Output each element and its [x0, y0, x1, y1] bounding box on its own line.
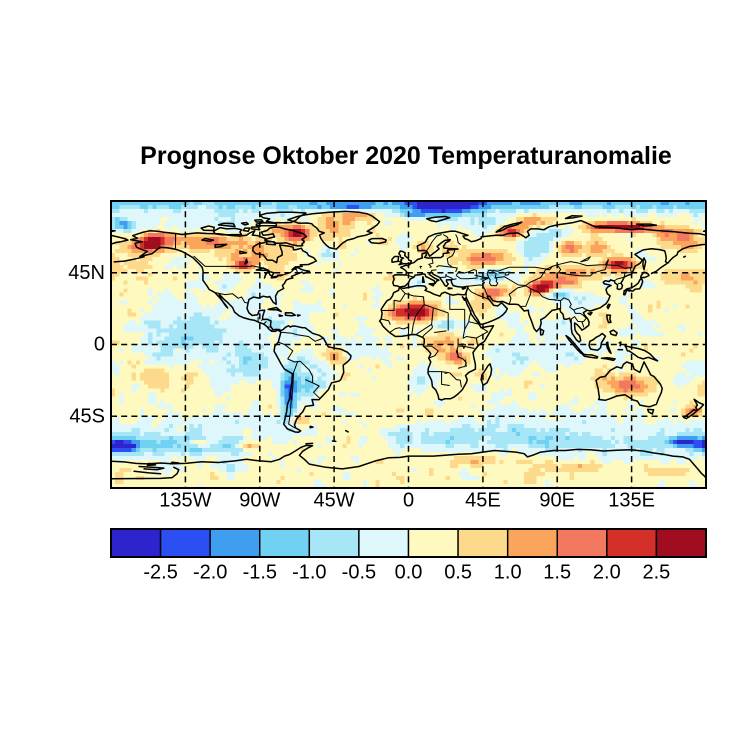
svg-text:45W: 45W	[314, 490, 355, 512]
svg-text:-1.0: -1.0	[292, 562, 326, 584]
svg-text:-1.5: -1.5	[243, 562, 277, 584]
svg-text:-2.0: -2.0	[193, 562, 227, 584]
svg-text:45S: 45S	[69, 405, 105, 427]
svg-text:45N: 45N	[68, 262, 105, 284]
svg-text:135E: 135E	[608, 490, 655, 512]
svg-text:45E: 45E	[465, 490, 501, 512]
svg-text:1.5: 1.5	[543, 562, 571, 584]
svg-text:90W: 90W	[239, 490, 280, 512]
svg-text:Prognose Oktober 2020 Temperat: Prognose Oktober 2020 Temperaturanomalie	[140, 142, 672, 170]
svg-text:0.0: 0.0	[395, 562, 423, 584]
svg-text:2.0: 2.0	[593, 562, 621, 584]
svg-text:1.0: 1.0	[494, 562, 522, 584]
svg-text:2.5: 2.5	[642, 562, 670, 584]
svg-text:0: 0	[94, 334, 105, 356]
svg-text:-0.5: -0.5	[342, 562, 376, 584]
svg-text:-2.5: -2.5	[143, 562, 177, 584]
svg-text:0.5: 0.5	[444, 562, 472, 584]
svg-text:0: 0	[403, 490, 414, 512]
svg-text:90E: 90E	[539, 490, 575, 512]
svg-text:135W: 135W	[159, 490, 211, 512]
